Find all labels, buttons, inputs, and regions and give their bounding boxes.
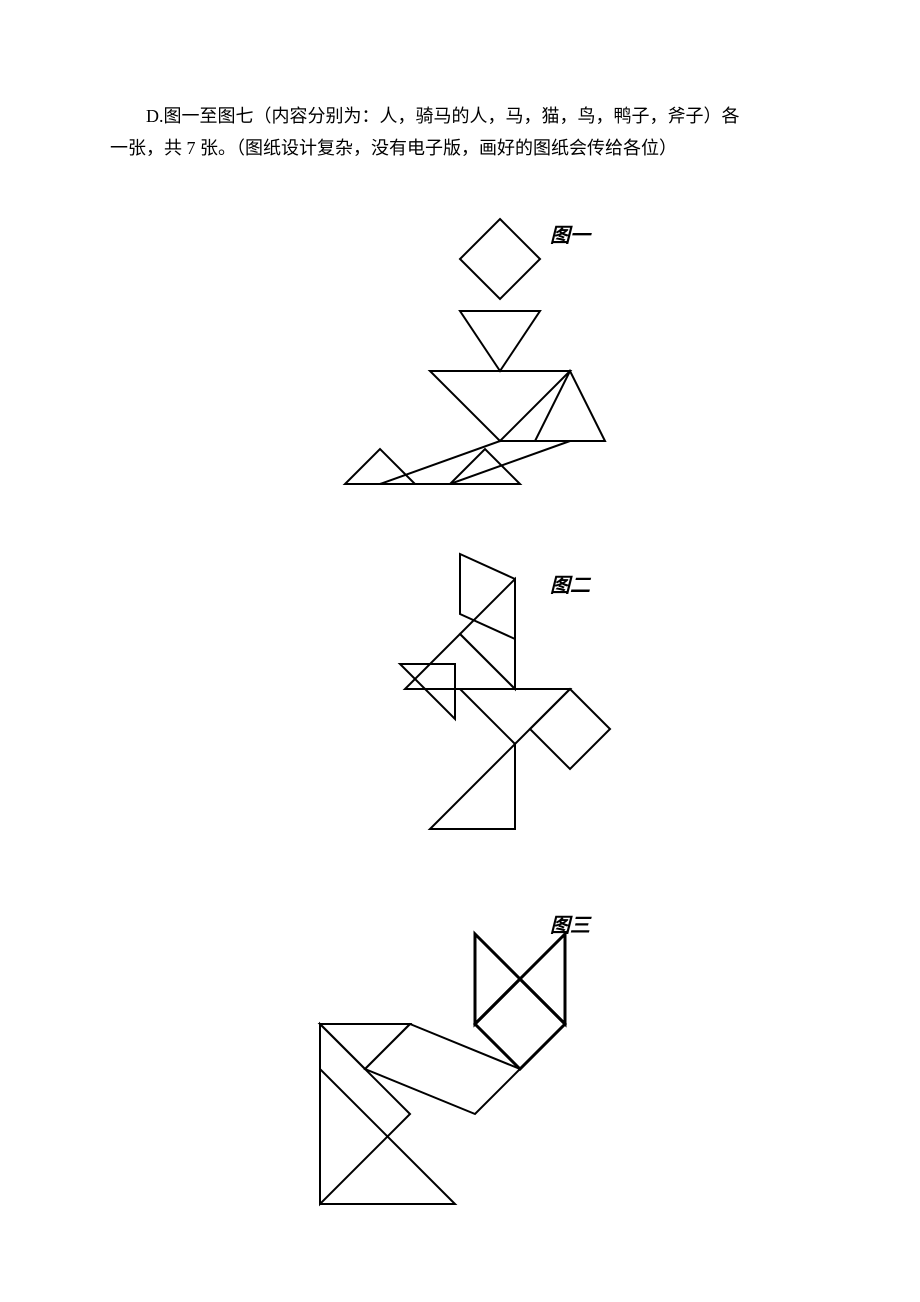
tangram-cat [240, 904, 620, 1224]
paragraph-line1: D.图一至图七（内容分别为：人，骑马的人，马，猫，鸟，鸭子，斧子）各 [110, 100, 810, 132]
figure-2-label: 图二 [550, 569, 590, 598]
figure-2 [310, 529, 670, 849]
paragraph-line2: 一张，共 7 张。（图纸设计复杂，没有电子版，画好的图纸会传给各位） [110, 138, 677, 158]
figure-3 [240, 904, 620, 1224]
figure-1-label: 图一 [550, 219, 590, 248]
tangram-person [290, 189, 670, 509]
paragraph: D.图一至图七（内容分别为：人，骑马的人，马，猫，鸟，鸭子，斧子）各 一张，共 … [110, 100, 810, 165]
figure-1 [290, 189, 670, 509]
tangram-rider [310, 529, 670, 849]
figure-3-label: 图三 [550, 909, 590, 938]
